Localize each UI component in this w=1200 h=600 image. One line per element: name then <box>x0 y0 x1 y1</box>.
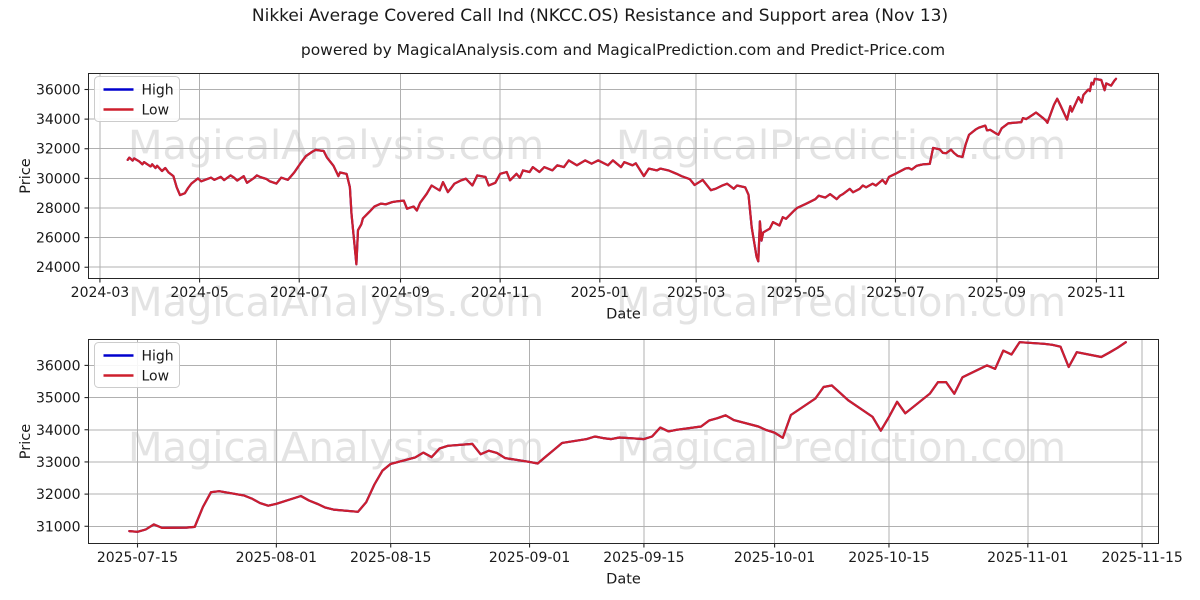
overview-xtick-label: 2024-09 <box>371 285 430 301</box>
overview-ytick-label: 26000 <box>36 231 81 247</box>
overview-xtick-label: 2025-01 <box>571 285 630 301</box>
overview-legend: High Low <box>94 76 180 122</box>
recent-detail-axis-labels: 2025-07-15 2025-08-01 2025-08-15 2025-09-01… <box>36 358 1183 566</box>
recent-detail-low-line <box>128 341 1127 533</box>
recent-detail-xlabel: Date <box>606 572 641 588</box>
recent-detail-ytick-label: 35000 <box>36 391 81 407</box>
chart-title: Nikkei Average Covered Call Ind (NKCC.OS… <box>251 6 949 26</box>
overview-ytick-label: 30000 <box>36 171 81 187</box>
recent-detail-xtick-label: 2025-10-15 <box>848 550 929 566</box>
watermark-prediction-row2: MagicalPrediction.com <box>616 280 1066 326</box>
recent-detail-xtick-label: 2025-11-15 <box>1101 550 1182 566</box>
overview-ytick-label: 34000 <box>36 112 81 128</box>
overview-low-line <box>126 77 1118 266</box>
legend-low-label: Low <box>142 369 170 385</box>
overview-xtick-label: 2024-05 <box>170 285 229 301</box>
legend-low-label: Low <box>142 103 170 119</box>
recent-detail-xtick-label: 2025-08-01 <box>236 550 317 566</box>
overview-xtick-label: 2024-07 <box>270 285 329 301</box>
recent-detail-xtick-label: 2025-09-01 <box>489 550 570 566</box>
overview-xtick-label: 2024-11 <box>471 285 530 301</box>
overview-ytick-label: 36000 <box>36 82 81 98</box>
overview-ytick-label: 32000 <box>36 142 81 158</box>
overview-ytick-label: 24000 <box>36 260 81 276</box>
recent-detail-ylabel: Price <box>18 424 34 459</box>
overview-grid <box>88 73 1159 279</box>
overview-xtick-label: 2024-03 <box>71 285 130 301</box>
legend-high-label: High <box>142 349 174 365</box>
recent-detail-ytick-label: 31000 <box>36 519 81 535</box>
overview-axis-labels: 2024-03 2024-05 2024-07 2024-09 2024-11 2025-… <box>36 82 1126 301</box>
overview-ytick-label: 28000 <box>36 201 81 217</box>
overview-xtick-label: 2025-07 <box>866 285 925 301</box>
overview-xlabel: Date <box>606 307 641 323</box>
watermark-analysis-row2: MagicalAnalysis.com <box>128 280 545 326</box>
overview-chart: 2024-03 2024-05 2024-07 2024-09 2024-11 2025-… <box>18 72 1160 323</box>
recent-detail-xtick-label: 2025-07-15 <box>97 550 178 566</box>
overview-ylabel: Price <box>18 158 34 193</box>
chart-subtitle: powered by MagicalAnalysis.com and Magic… <box>300 41 946 59</box>
recent-detail-ytick-label: 34000 <box>36 423 81 439</box>
overview-frame <box>87 72 1160 280</box>
overview-xtick-label: 2025-09 <box>968 285 1027 301</box>
recent-detail-chart: 2025-07-15 2025-08-01 2025-08-15 2025-09-01… <box>18 338 1183 588</box>
recent-detail-ytick-label: 33000 <box>36 455 81 471</box>
watermark-prediction-row3: MagicalPrediction.com <box>616 425 1066 471</box>
recent-detail-frame <box>87 338 1160 545</box>
recent-detail-grid <box>88 339 1159 544</box>
overview-xtick-label: 2025-05 <box>767 285 826 301</box>
recent-detail-xtick-label: 2025-08-15 <box>350 550 431 566</box>
recent-detail-xtick-label: 2025-09-15 <box>603 550 684 566</box>
overview-high-line <box>126 77 1118 266</box>
recent-detail-ytick-label: 36000 <box>36 358 81 374</box>
overview-xtick-label: 2025-03 <box>667 285 726 301</box>
watermark-analysis-row1: MagicalAnalysis.com <box>128 123 545 169</box>
overview-xtick-label: 2025-11 <box>1067 285 1126 301</box>
recent-detail-legend: High Low <box>94 342 180 388</box>
legend-high-label: High <box>142 83 174 99</box>
recent-detail-xtick-label: 2025-10-01 <box>734 550 815 566</box>
recent-detail-ytick-label: 32000 <box>36 487 81 503</box>
recent-detail-xtick-label: 2025-11-01 <box>987 550 1068 566</box>
